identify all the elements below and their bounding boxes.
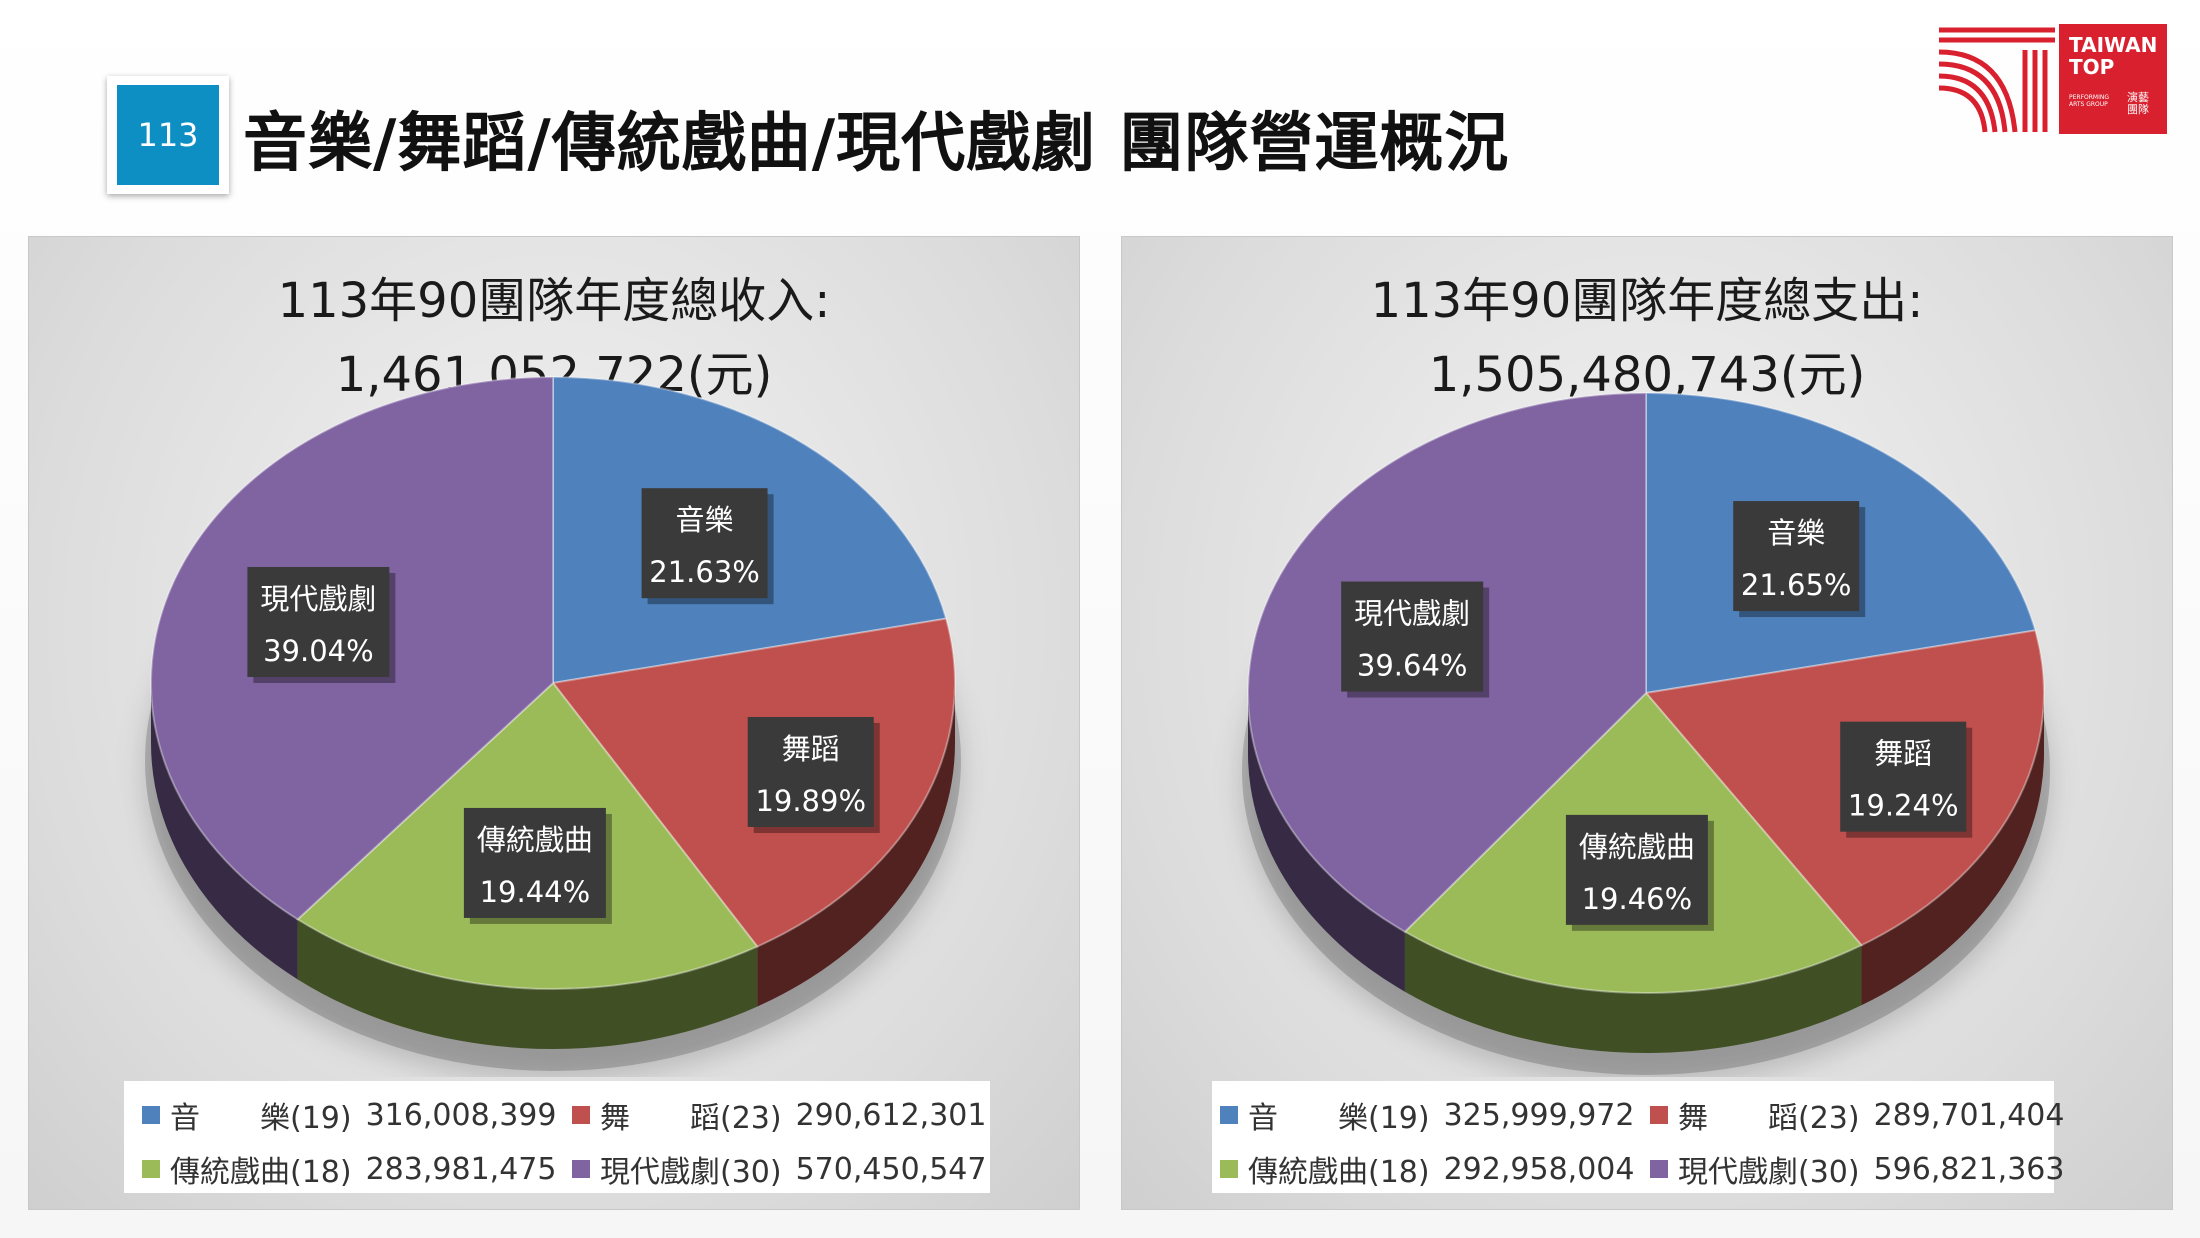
- logo-text-zh: 演藝團隊: [2127, 91, 2149, 116]
- legend-value: 596,821,363: [1873, 1151, 2065, 1187]
- logo-text-line1: TAIWAN TOP: [2069, 33, 2158, 79]
- slice-label-0: 音樂 21.63%: [641, 488, 774, 605]
- legend-name: 現代戲劇(30): [1678, 1155, 1860, 1190]
- legend-name: 現代戲劇(30): [600, 1155, 782, 1190]
- legend-item: 音 樂(19) 316,008,399: [142, 1093, 556, 1137]
- slice-label-percent: 19.89%: [755, 784, 866, 818]
- logo-red-box: [2059, 24, 2167, 134]
- legend-value: 283,981,475: [365, 1151, 557, 1187]
- slice-label-percent: 19.46%: [1582, 882, 1693, 916]
- slice-label-percent: 39.04%: [263, 634, 374, 668]
- slice-label-name: 舞蹈: [782, 732, 840, 766]
- slice-label-3: 現代戲劇 39.64%: [1341, 581, 1490, 698]
- slice-label-3: 現代戲劇 39.04%: [247, 566, 396, 683]
- slice-label-0: 音樂 21.65%: [1733, 501, 1866, 618]
- legend-value: 290,612,301: [795, 1097, 987, 1133]
- chart-title: 113年90團隊年度總收入:: [277, 273, 831, 329]
- legend-name: 傳統戲曲(18): [170, 1155, 352, 1190]
- legend-item: 傳統戲曲(18) 283,981,475: [142, 1147, 556, 1191]
- legend-swatch: [1220, 1106, 1238, 1124]
- legend-item: 舞 蹈(23) 290,612,301: [572, 1093, 986, 1137]
- legend-item: 音 樂(19) 325,999,972: [1220, 1093, 1634, 1137]
- legend-name: 舞 蹈(23): [1678, 1101, 1860, 1136]
- chart-title: 113年90團隊年度總支出:: [1370, 273, 1924, 329]
- legend-swatch: [1220, 1160, 1238, 1178]
- slice-label-percent: 19.24%: [1848, 789, 1959, 823]
- legend-item: 傳統戲曲(18) 292,958,004: [1220, 1147, 1634, 1191]
- slice-label-name: 傳統戲曲: [477, 823, 593, 857]
- slice-label-name: 現代戲劇: [1354, 597, 1470, 631]
- pie-side-1: [1861, 693, 2044, 1006]
- pie-side-3: [1248, 693, 1405, 992]
- legend-swatch: [1650, 1160, 1668, 1178]
- legend-value: 289,701,404: [1873, 1097, 2065, 1133]
- slice-label-1: 舞蹈 19.24%: [1840, 721, 1973, 838]
- legend-name: 音 樂(19): [1248, 1101, 1430, 1136]
- expense-pie-chart: 音樂 21.65% 舞蹈 19.24% 傳統戲曲 19.46% 現代戲劇 39.64%: [1242, 391, 2050, 1075]
- slice-label-percent: 21.65%: [1741, 568, 1852, 602]
- slice-label-1: 舞蹈 19.89%: [747, 716, 880, 833]
- pie-side-2: [1404, 931, 1862, 1053]
- legend-name: 舞 蹈(23): [600, 1101, 782, 1136]
- legend-value: 292,958,004: [1443, 1151, 1635, 1187]
- slice-label-2: 傳統戲曲 19.46%: [1565, 814, 1714, 931]
- legend-value: 570,450,547: [795, 1151, 987, 1187]
- income-chart-panel: 113年90團隊年度總收入: 1,461,052,722(元) 音樂 21.63%…: [28, 236, 1080, 1210]
- legend-swatch: [572, 1106, 590, 1124]
- legend-swatch: [1650, 1106, 1668, 1124]
- legend-item: 現代戲劇(30) 596,821,363: [1650, 1147, 2064, 1191]
- legend-item: 現代戲劇(30) 570,450,547: [572, 1147, 986, 1191]
- logo-text-en: PERFORMING ARTS GROUP: [2069, 94, 2110, 108]
- legend-value: 316,008,399: [365, 1097, 557, 1133]
- pie-side-3: [151, 683, 298, 980]
- slice-label-name: 傳統戲曲: [1579, 830, 1695, 864]
- legend-name: 傳統戲曲(18): [1248, 1155, 1430, 1190]
- page-title: 音樂/舞蹈/傳統戲曲/現代戲劇 團隊營運概況: [243, 107, 1510, 181]
- income-pie-chart: 音樂 21.63% 舞蹈 19.89% 傳統戲曲 19.44% 現代戲劇 39.04%: [145, 375, 961, 1071]
- logo-stripes-icon: [1938, 27, 2055, 133]
- legend-swatch: [142, 1106, 160, 1124]
- slice-label-name: 舞蹈: [1874, 737, 1932, 771]
- slice-label-2: 傳統戲曲 19.44%: [463, 807, 612, 924]
- slice-label-name: 現代戲劇: [260, 582, 376, 616]
- income-legend: 音 樂(19) 316,008,399 舞 蹈(23) 290,612,301 傳統戲曲…: [124, 1081, 990, 1193]
- expense-legend: 音 樂(19) 325,999,972 舞 蹈(23) 289,701,404 傳統戲曲…: [1212, 1081, 2064, 1193]
- pie-side-1: [757, 683, 955, 1007]
- legend-name: 音 樂(19): [170, 1101, 352, 1136]
- slice-label-percent: 39.64%: [1357, 649, 1468, 683]
- taiwan-top-logo: TAIWAN TOP PERFORMING ARTS GROUP 演藝團隊: [1937, 22, 2167, 138]
- page-number: 113: [117, 85, 219, 185]
- slice-label-name: 音樂: [1767, 516, 1825, 550]
- legend-item: 舞 蹈(23) 289,701,404: [1650, 1093, 2064, 1137]
- pie-side-2: [297, 919, 758, 1049]
- legend-value: 325,999,972: [1443, 1097, 1635, 1133]
- slice-label-percent: 21.63%: [649, 555, 760, 589]
- legend-swatch: [142, 1160, 160, 1178]
- slice-label-percent: 19.44%: [480, 875, 591, 909]
- page-number-badge: 113: [107, 76, 229, 194]
- slice-label-name: 音樂: [676, 503, 734, 537]
- legend-swatch: [572, 1160, 590, 1178]
- expense-chart-panel: 113年90團隊年度總支出: 1,505,480,743(元) 音樂 21.65%…: [1121, 236, 2173, 1210]
